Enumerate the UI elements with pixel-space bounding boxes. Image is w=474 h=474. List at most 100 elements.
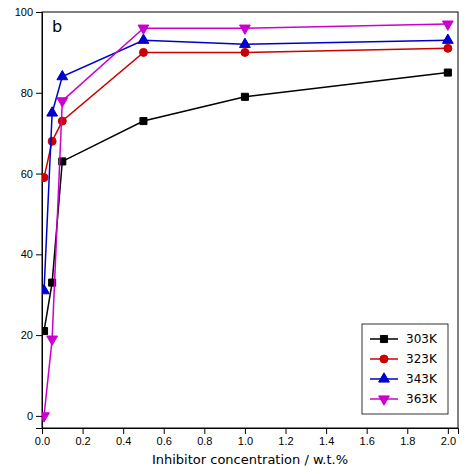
legend-marker bbox=[379, 373, 390, 382]
tick: 40 bbox=[21, 248, 42, 260]
tick: 0.6 bbox=[157, 428, 172, 447]
tick-mark bbox=[36, 93, 42, 94]
tick-mark bbox=[36, 12, 42, 13]
marker bbox=[47, 107, 58, 116]
plot: 0.0 0.2 0.4 0.6 0.8 1.0 1.2 1.4 1.6 1.8 2.0 0 20 40 60… bbox=[15, 6, 459, 447]
annotation: b bbox=[52, 17, 62, 36]
tick-label: 60 bbox=[21, 168, 33, 180]
legend: 303K 323K 343K 363K bbox=[362, 324, 448, 414]
tick-mark bbox=[245, 428, 246, 434]
tick-label: 20 bbox=[21, 329, 33, 341]
tick-mark bbox=[448, 428, 449, 434]
chart: 0.0 0.2 0.4 0.6 0.8 1.0 1.2 1.4 1.6 1.8 2.0 0 20 40 60… bbox=[0, 0, 474, 474]
marker bbox=[140, 118, 147, 125]
tick: 0.0 bbox=[35, 428, 50, 447]
legend-entry: 303K bbox=[370, 332, 438, 346]
tick-mark bbox=[36, 335, 42, 336]
series bbox=[42, 34, 453, 294]
marker bbox=[57, 98, 68, 107]
tick-mark bbox=[36, 416, 42, 417]
legend-label: 323K bbox=[406, 352, 438, 366]
marker bbox=[444, 44, 452, 52]
tick-mark bbox=[164, 428, 165, 434]
y-axis: 0 20 40 60 80 100 bbox=[15, 6, 43, 428]
x-axis: 0.0 0.2 0.4 0.6 0.8 1.0 1.2 1.4 1.6 1.8 2.0 bbox=[35, 428, 459, 447]
tick-label: 0.2 bbox=[75, 435, 90, 447]
tick: 80 bbox=[21, 87, 42, 99]
marker bbox=[444, 69, 451, 76]
tick-label: 1.0 bbox=[238, 435, 253, 447]
marker bbox=[42, 328, 48, 335]
legend-label: 363K bbox=[406, 392, 438, 406]
tick: 0.4 bbox=[116, 428, 131, 447]
tick-label: 0.0 bbox=[35, 435, 50, 447]
tick: 1.8 bbox=[400, 428, 415, 447]
marker bbox=[241, 48, 249, 56]
axis-line bbox=[43, 429, 459, 435]
axis-line bbox=[36, 13, 43, 429]
tick: 0 bbox=[27, 410, 42, 422]
tick-label: 1.8 bbox=[400, 435, 415, 447]
tick-label: 0.6 bbox=[157, 435, 172, 447]
plot-frame bbox=[42, 12, 458, 428]
legend-marker bbox=[379, 396, 390, 405]
tick: 2.0 bbox=[441, 428, 456, 447]
tick-mark bbox=[123, 428, 124, 434]
tick: 20 bbox=[21, 329, 42, 341]
marker bbox=[138, 34, 149, 43]
marker bbox=[48, 137, 56, 145]
x-axis-title: Inhibitor concentration / w.t.% bbox=[152, 452, 348, 467]
series bbox=[42, 69, 451, 335]
tick-mark bbox=[286, 428, 287, 434]
tick-label: 1.2 bbox=[278, 435, 293, 447]
tick: 60 bbox=[21, 168, 42, 180]
series bbox=[42, 21, 453, 422]
legend-box bbox=[362, 324, 448, 414]
series-line bbox=[44, 24, 448, 416]
tick-label: 0 bbox=[27, 410, 33, 422]
marker bbox=[442, 21, 453, 30]
legend-label: 303K bbox=[406, 332, 438, 346]
marker bbox=[442, 34, 453, 43]
tick-mark bbox=[36, 254, 42, 255]
tick-mark bbox=[367, 428, 368, 434]
tick: 1.0 bbox=[238, 428, 253, 447]
tick-label: 1.4 bbox=[319, 435, 334, 447]
legend-entry: 323K bbox=[370, 352, 438, 366]
series-line bbox=[44, 48, 448, 177]
tick-label: 40 bbox=[21, 248, 33, 260]
legend-marker bbox=[380, 355, 388, 363]
marker bbox=[42, 284, 49, 293]
tick: 1.2 bbox=[278, 428, 293, 447]
marker bbox=[240, 25, 251, 34]
tick-mark bbox=[407, 428, 408, 434]
tick-label: 100 bbox=[15, 6, 33, 18]
marker bbox=[240, 38, 251, 47]
tick-mark bbox=[326, 428, 327, 434]
tick-label: 2.0 bbox=[441, 435, 456, 447]
tick-label: 80 bbox=[21, 87, 33, 99]
marker bbox=[42, 174, 48, 182]
tick: 1.6 bbox=[360, 428, 375, 447]
legend-marker bbox=[380, 335, 387, 342]
tick-label: 0.8 bbox=[197, 435, 212, 447]
series-line bbox=[44, 73, 448, 331]
tick: 0.2 bbox=[75, 428, 90, 447]
marker bbox=[42, 413, 49, 422]
legend-label: 343K bbox=[406, 372, 438, 386]
tick: 1.4 bbox=[319, 428, 334, 447]
series-line bbox=[44, 40, 448, 290]
tick: 0.8 bbox=[197, 428, 212, 447]
marker bbox=[57, 70, 68, 79]
tick-mark bbox=[83, 428, 84, 434]
tick-label: 1.6 bbox=[360, 435, 375, 447]
legend-entry: 343K bbox=[370, 372, 438, 386]
marker bbox=[47, 336, 58, 345]
tick: 100 bbox=[15, 6, 42, 18]
series-group bbox=[42, 21, 453, 422]
legend-entry: 363K bbox=[370, 392, 438, 406]
marker bbox=[138, 25, 149, 34]
tick-mark bbox=[204, 428, 205, 434]
marker bbox=[139, 48, 147, 56]
marker bbox=[241, 93, 248, 100]
